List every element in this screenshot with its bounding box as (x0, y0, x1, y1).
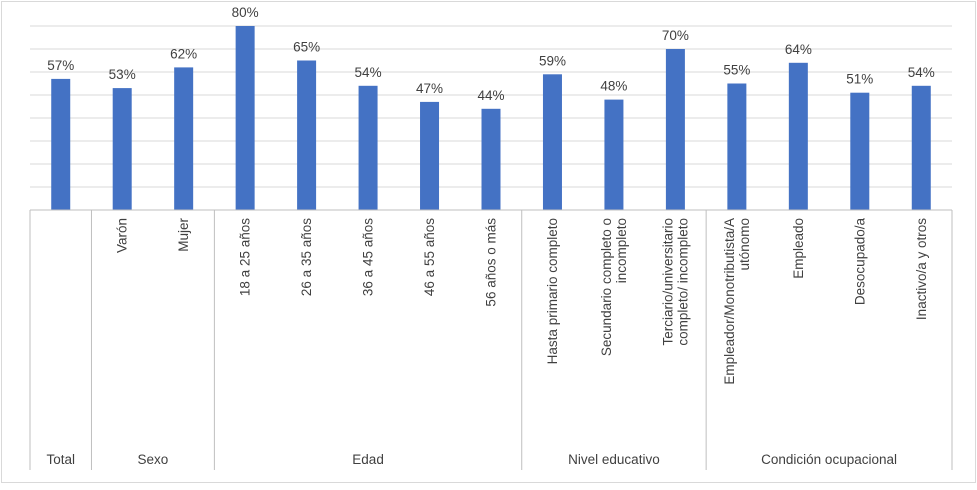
category-label: Inactivo/a y otros (914, 218, 929, 320)
data-label: 54% (355, 65, 382, 80)
group-label: Condición ocupacional (761, 452, 897, 467)
bar (51, 78, 71, 211)
data-label: 57% (47, 58, 74, 73)
bar (358, 85, 378, 210)
bar (665, 49, 685, 210)
bar (235, 26, 255, 210)
category-label: completo/ incompleto (675, 218, 690, 346)
category-label: 18 a 25 años (238, 218, 253, 296)
category-label: Mujer (176, 218, 191, 252)
data-label: 48% (600, 79, 627, 94)
bar (850, 92, 870, 210)
group-label: Edad (352, 452, 384, 467)
group-label: Nivel educativo (568, 452, 660, 467)
data-label: 55% (723, 63, 750, 78)
category-label: Empleador/Monotributista/A (722, 218, 737, 385)
bar (542, 74, 562, 210)
group-labels: Total Sexo Edad Nivel educativo Condición oc… (46, 452, 897, 467)
bar (481, 108, 501, 210)
data-label: 51% (846, 72, 873, 87)
bar (420, 101, 440, 210)
data-label: 59% (539, 53, 566, 68)
category-label: Hasta primario completo (545, 218, 560, 364)
group-label: Sexo (138, 452, 169, 467)
category-label: 36 a 45 años (361, 218, 376, 296)
data-label: 65% (293, 40, 320, 55)
bars (51, 26, 931, 211)
bar (297, 60, 317, 210)
category-labels: Varón Mujer 18 a 25 años 26 a 35 años 36 a 4… (115, 218, 929, 385)
data-label: 54% (908, 65, 935, 80)
data-label: 53% (109, 67, 136, 82)
value-labels: 57% 53% 62% 80% 65% 54% 47% 44% 59% 48% 70% 55% 64% 5… (47, 5, 935, 103)
category-label: Varón (115, 218, 130, 253)
bar (911, 85, 931, 210)
category-label: Secundario completo o (599, 218, 614, 356)
category-label: incompleto (614, 218, 629, 283)
category-label: 56 años o más (484, 218, 499, 307)
bar (727, 83, 747, 210)
category-label: utónomo (737, 218, 752, 271)
category-label: Terciario/universitario (660, 218, 675, 346)
data-label: 64% (785, 42, 812, 57)
bar (174, 67, 194, 211)
category-axis (29, 209, 953, 470)
category-label: 46 a 55 años (422, 218, 437, 296)
category-label: Empleado (791, 218, 806, 279)
group-label: Total (46, 452, 75, 467)
data-label: 47% (416, 81, 443, 96)
bar (604, 99, 624, 210)
bar (112, 88, 132, 210)
category-label: 26 a 35 años (299, 218, 314, 296)
category-label: Desocupado/a (852, 218, 867, 306)
bar (788, 62, 808, 210)
data-label: 70% (662, 28, 689, 43)
data-label: 62% (170, 46, 197, 61)
data-label: 44% (477, 88, 504, 103)
data-label: 80% (232, 5, 259, 20)
